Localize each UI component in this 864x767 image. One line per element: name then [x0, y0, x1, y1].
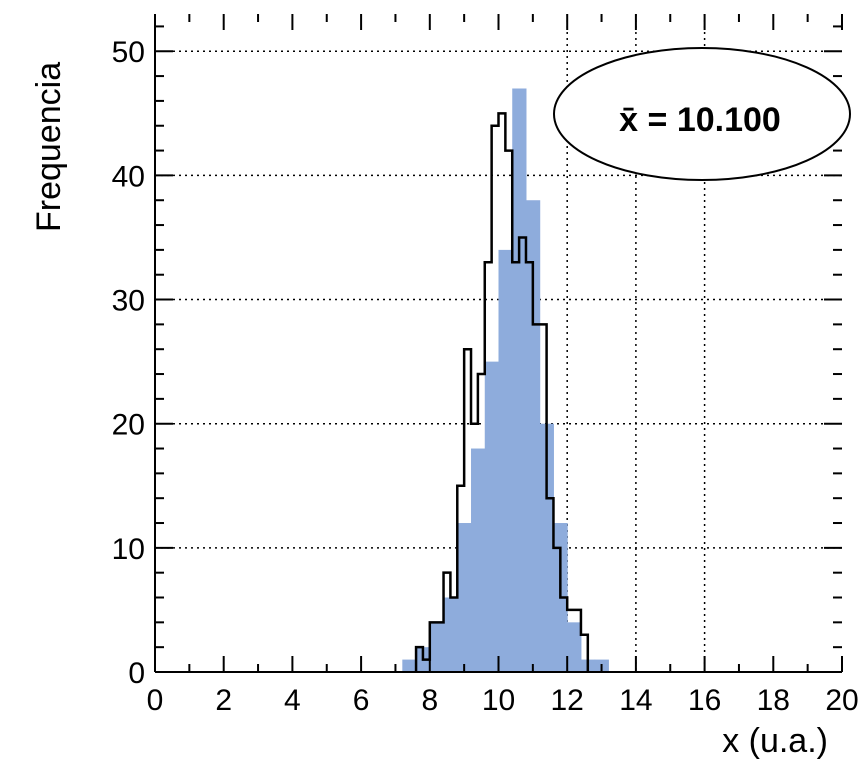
mean-annotation-ellipse [553, 47, 851, 181]
histogram-bars [402, 88, 609, 673]
x-tick-label-4: 4 [284, 684, 301, 717]
filled-bar-5 [471, 448, 486, 672]
x-tick-label-16: 16 [688, 684, 721, 717]
filled-bar-4 [457, 523, 472, 672]
filled-bar-9 [525, 200, 541, 672]
filled-bar-2 [429, 622, 445, 672]
x-tick-label-12: 12 [551, 684, 584, 717]
filled-bar-0 [402, 659, 417, 672]
x-tick-label-6: 6 [353, 684, 370, 717]
y-tick-label-40: 40 [112, 160, 145, 193]
y-tick-label-0: 0 [128, 657, 145, 690]
axis-ticks [154, 14, 843, 673]
y-axis-title: Frequencia [30, 62, 68, 232]
x-tick-label-14: 14 [619, 684, 652, 717]
x-tick-label-20: 20 [825, 684, 858, 717]
mean-annotation-text: x̄ = 10.100 [619, 101, 781, 139]
x-tick-label-18: 18 [757, 684, 790, 717]
x-tick-label-10: 10 [482, 684, 515, 717]
x-tick-label-0: 0 [147, 684, 164, 717]
filled-bar-10 [539, 423, 554, 672]
filled-bar-12 [567, 622, 582, 672]
filled-bar-8 [512, 88, 527, 673]
filled-bar-7 [498, 249, 513, 673]
filled-bar-3 [443, 597, 458, 672]
y-tick-label-20: 20 [112, 409, 145, 442]
x-tick-label-8: 8 [421, 684, 438, 717]
filled-bar-6 [484, 361, 499, 672]
y-tick-label-30: 30 [112, 285, 145, 318]
x-tick-label-2: 2 [215, 684, 232, 717]
outline-histogram-step [414, 112, 590, 672]
tick-labels: 0 2 4 6 8 10 12 14 16 18 20 0 10 20 30 40 50 [112, 36, 859, 717]
y-tick-label-50: 50 [112, 36, 145, 69]
x-axis-title: x (u.a.) [722, 722, 828, 760]
y-tick-label-10: 10 [112, 533, 145, 566]
mean-annotation: x̄ = 10.100 [553, 47, 851, 181]
